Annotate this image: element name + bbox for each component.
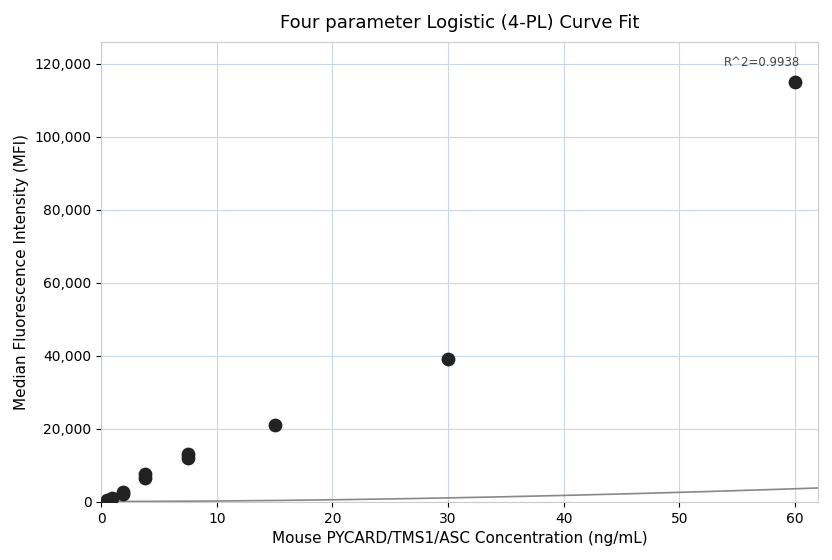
Point — [789, 77, 802, 86]
Point — [138, 470, 151, 479]
Point — [268, 421, 281, 430]
Point — [100, 496, 113, 505]
Point — [181, 450, 195, 459]
Point — [116, 489, 130, 498]
Point — [442, 355, 455, 364]
Title: Four parameter Logistic (4-PL) Curve Fit: Four parameter Logistic (4-PL) Curve Fit — [280, 14, 639, 32]
Text: R^2=0.9938: R^2=0.9938 — [724, 55, 800, 68]
Point — [181, 454, 195, 463]
Y-axis label: Median Fluorescence Intensity (MFI): Median Fluorescence Intensity (MFI) — [14, 134, 29, 410]
Point — [138, 474, 151, 483]
X-axis label: Mouse PYCARD/TMS1/ASC Concentration (ng/mL): Mouse PYCARD/TMS1/ASC Concentration (ng/… — [272, 531, 647, 546]
Point — [106, 493, 119, 502]
Point — [116, 488, 130, 497]
